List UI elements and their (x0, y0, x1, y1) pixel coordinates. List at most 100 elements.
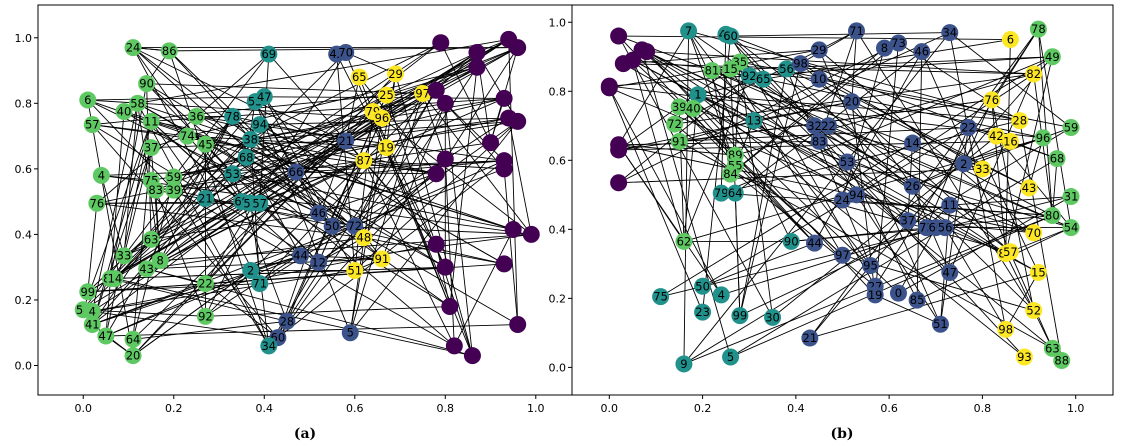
node-label: 24 (126, 41, 141, 55)
graph-node (722, 27, 740, 45)
graph-node (441, 298, 459, 316)
graph-node (666, 115, 684, 133)
graph-node (151, 252, 169, 270)
y-tick-label: 0.8 (15, 97, 33, 110)
node-label: 21 (338, 134, 353, 148)
graph-edge (618, 35, 773, 318)
graph-edge (618, 144, 1034, 234)
graph-node (224, 107, 242, 125)
graph-edge (241, 201, 288, 322)
graph-edge (318, 233, 532, 263)
node-label: 65 (756, 72, 771, 86)
node-label: 32 (807, 119, 822, 133)
graph-node (509, 112, 527, 130)
graph-node (694, 277, 712, 295)
graph-edge (1005, 272, 1039, 330)
graph-node (941, 196, 959, 214)
graph-edge (921, 51, 1053, 349)
graph-edge (92, 124, 188, 137)
x-tick-label: 0.2 (694, 402, 712, 415)
graph-node (482, 134, 500, 152)
graph-edge (155, 190, 206, 317)
node-label: 37 (144, 141, 159, 155)
graph-node (242, 130, 260, 148)
graph-node (1062, 219, 1080, 237)
graph-edge (250, 255, 301, 271)
node-label: 82 (1026, 67, 1041, 81)
graph-node (778, 60, 796, 78)
graph-node (509, 316, 527, 334)
graph-node (792, 55, 810, 73)
graph-node (983, 91, 1001, 109)
graph-edge (109, 83, 148, 279)
graph-edge (245, 101, 256, 158)
graph-edge (173, 189, 270, 347)
graph-node (1025, 224, 1043, 242)
graph-node (670, 132, 688, 150)
graph-edge (444, 103, 473, 356)
x-tick-label: 0.0 (601, 402, 619, 415)
graph-node (1029, 20, 1047, 38)
node-label: 73 (891, 36, 906, 50)
x-tick-label: 1.0 (1067, 402, 1085, 415)
node-label: 33 (117, 249, 132, 263)
graph-edge (809, 265, 871, 339)
graph-node (147, 181, 165, 199)
node-label: 83 (148, 183, 163, 197)
graph-node (1001, 243, 1019, 261)
graph-node (83, 316, 101, 334)
nodes: 7486071346782973846498281351592655698101… (600, 20, 1080, 373)
node-label: 78 (1031, 22, 1046, 36)
graph-node (936, 219, 954, 237)
graph-edge (856, 194, 941, 325)
graph-edge (205, 89, 437, 317)
graph-node (165, 168, 183, 186)
node-label: 24 (835, 193, 850, 207)
node-label: 39 (166, 183, 181, 197)
graph-node (899, 212, 917, 230)
node-label: 49 (1045, 50, 1060, 64)
graph-node (436, 150, 454, 168)
node-label: 50 (695, 279, 710, 293)
node-label: 51 (933, 317, 948, 331)
graph-node (889, 284, 907, 302)
axes-frame (37, 4, 573, 396)
node-label: 95 (863, 259, 878, 273)
node-label: 62 (677, 234, 692, 248)
graph-edge (949, 196, 1072, 206)
graph-node (1048, 150, 1066, 168)
node-label: 99 (733, 309, 748, 323)
node-label: 9 (680, 357, 687, 371)
graph-node (834, 191, 851, 209)
node-label: 70 (338, 46, 353, 60)
x-tick-label: 0.8 (437, 402, 455, 415)
graph-edge (608, 87, 704, 313)
graph-node (810, 70, 828, 88)
node-label: 68 (1050, 152, 1065, 166)
node-label: 14 (108, 272, 123, 286)
graph-node (1001, 132, 1019, 150)
graph-edge (874, 28, 1039, 287)
graph-edge (132, 270, 251, 357)
graph-node (427, 235, 445, 253)
graph-node (1034, 129, 1052, 147)
graph-edge (386, 52, 478, 96)
graph-edge (318, 173, 437, 214)
graph-edge (1005, 56, 1053, 254)
graph-node (242, 261, 260, 279)
graph-node (670, 98, 688, 116)
graph-edge (146, 83, 152, 240)
graph-edge (354, 93, 424, 227)
node-label: 47 (99, 329, 114, 343)
graph-node (79, 283, 97, 301)
graph-edge (123, 147, 152, 256)
graph-node (806, 117, 824, 135)
graph-node (97, 327, 115, 345)
graph-edge (711, 56, 1053, 72)
graph-edge (151, 212, 319, 240)
graph-edge (146, 268, 473, 357)
graph-edge (96, 202, 364, 239)
graph-node (1029, 263, 1047, 281)
node-label: 46 (311, 206, 326, 220)
graph-edge (679, 140, 1053, 349)
